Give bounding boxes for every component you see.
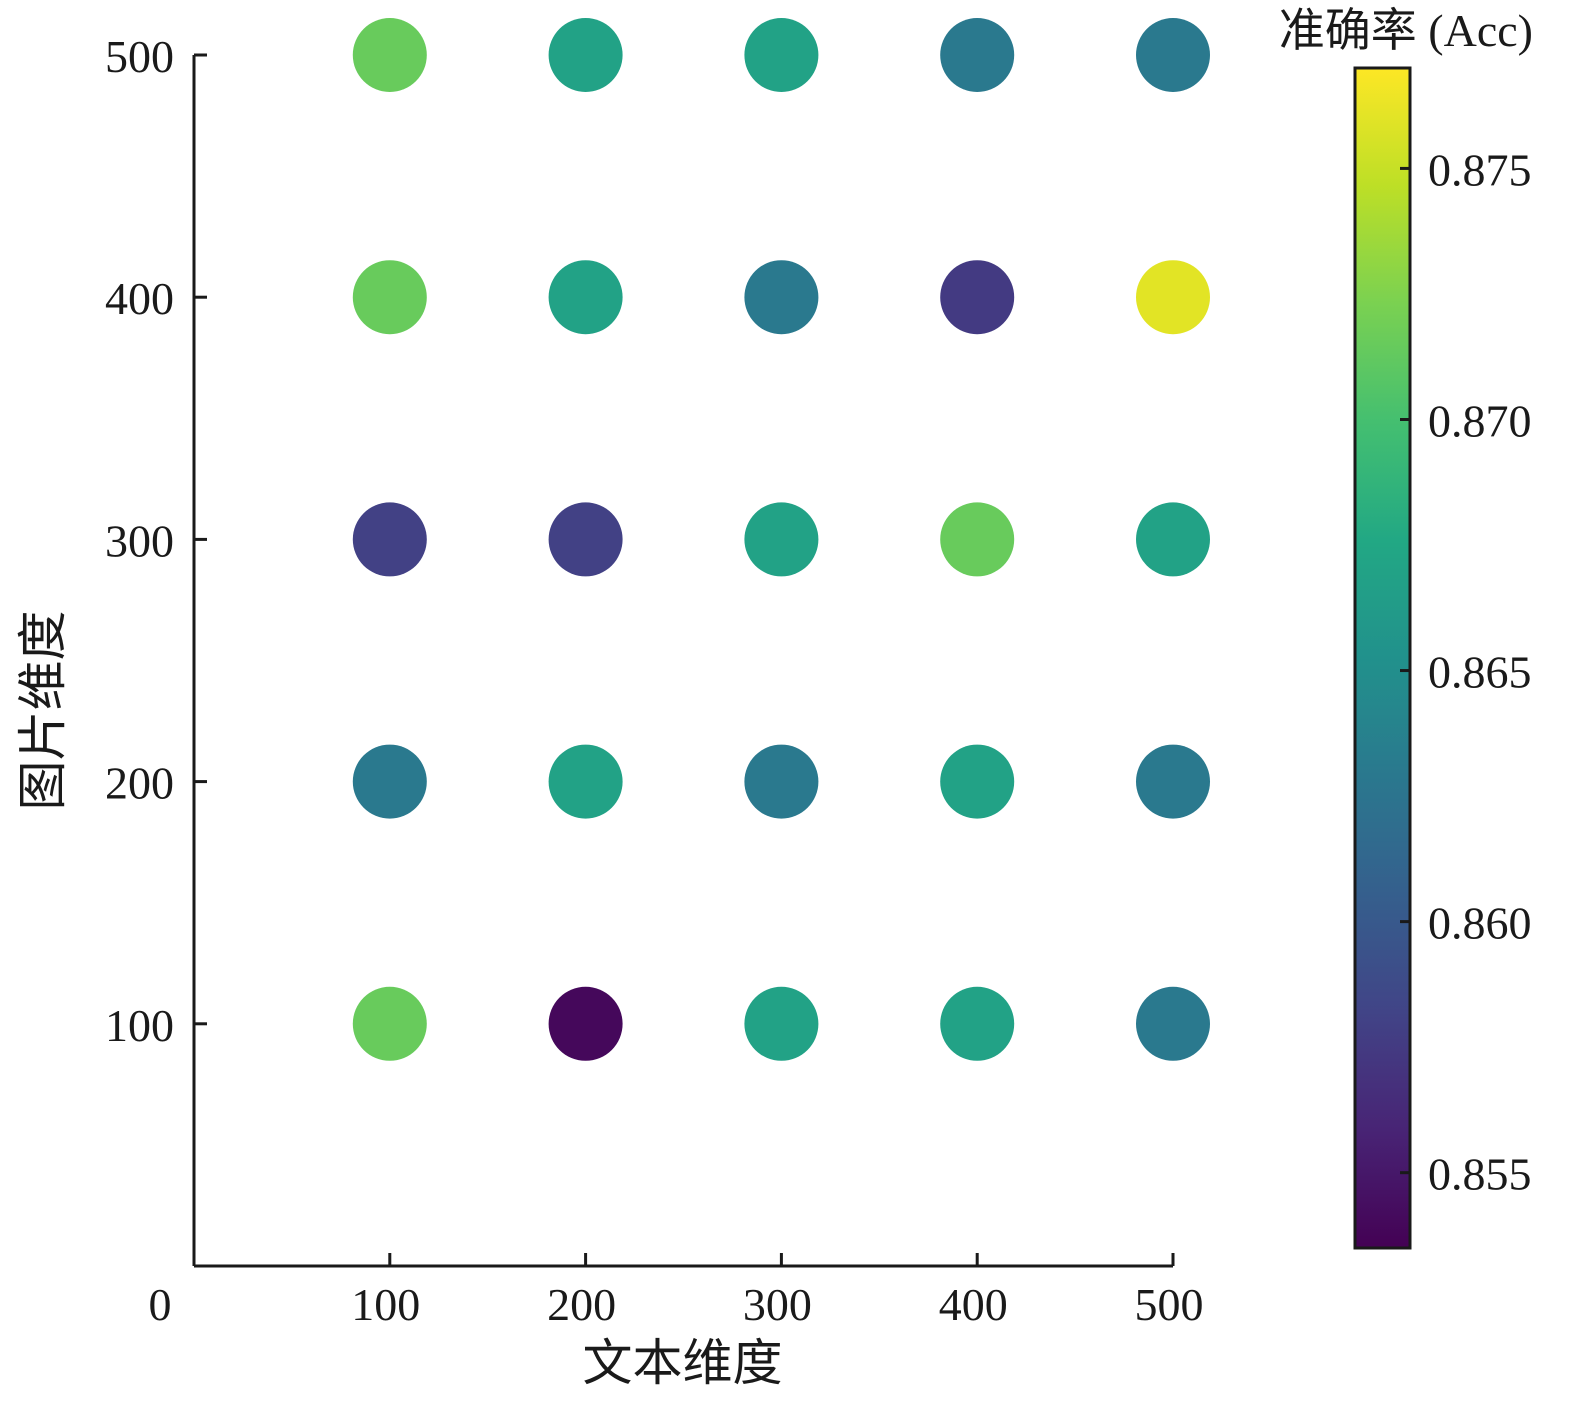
data-point	[1136, 744, 1210, 819]
colorbar-tick-label: 0.870	[1428, 395, 1532, 446]
data-point	[352, 986, 427, 1061]
colorbar-gradient	[1353, 66, 1412, 1250]
data-point	[352, 744, 427, 819]
x-axis-label: 文本维度	[583, 1335, 783, 1391]
y-tick-label: 300	[105, 515, 174, 566]
x-tick-label: 300	[743, 1279, 812, 1330]
data-point	[940, 18, 1015, 92]
colorbar-tick-label: 0.860	[1428, 898, 1532, 949]
data-point	[352, 260, 427, 335]
data-point	[940, 986, 1015, 1061]
data-point	[548, 986, 623, 1061]
x-tick-label: 400	[939, 1279, 1008, 1330]
data-point	[744, 502, 819, 577]
data-point	[548, 260, 623, 335]
y-tick-label: 100	[105, 1000, 174, 1051]
axes	[192, 55, 1173, 1268]
data-point	[1136, 260, 1210, 335]
data-point	[352, 18, 427, 92]
data-point	[548, 744, 623, 819]
y-axis-label: 图片维度	[15, 611, 71, 811]
data-point	[940, 260, 1015, 335]
data-point	[548, 18, 623, 92]
colorbar-tick-label: 0.855	[1428, 1149, 1532, 1200]
data-point	[1136, 502, 1210, 577]
data-point	[940, 744, 1015, 819]
colorbar-ticks: 0.855 0.860 0.865 0.870 0.875	[1400, 144, 1532, 1200]
y-tick-label: 400	[105, 273, 174, 324]
data-point	[1136, 986, 1210, 1061]
x-tick-label: 100	[351, 1279, 420, 1330]
y-tick-label: 500	[105, 31, 174, 82]
colorbar-title: 准确率 (Acc)	[1279, 5, 1533, 56]
data-point	[352, 502, 427, 577]
data-point	[744, 986, 819, 1061]
data-point	[1136, 18, 1210, 92]
data-point	[744, 18, 819, 92]
data-point	[940, 502, 1015, 577]
x-tick-label: 500	[1135, 1279, 1204, 1330]
data-point	[744, 744, 819, 819]
data-point	[548, 502, 623, 577]
data-points	[352, 18, 1210, 1061]
y-tick-label: 200	[105, 758, 174, 809]
origin-tick-label: 0	[149, 1279, 172, 1330]
y-axis-ticks: 100 200 300 400 500	[105, 31, 207, 1051]
colorbar: 0.855 0.860 0.865 0.870 0.875 准确率 (Acc)	[1279, 5, 1533, 1250]
data-point	[744, 260, 819, 335]
x-axis-ticks: 100 200 300 400 500	[351, 1253, 1204, 1330]
x-tick-label: 200	[547, 1279, 616, 1330]
colorbar-tick-label: 0.875	[1428, 144, 1532, 195]
colorbar-tick-label: 0.865	[1428, 647, 1532, 698]
